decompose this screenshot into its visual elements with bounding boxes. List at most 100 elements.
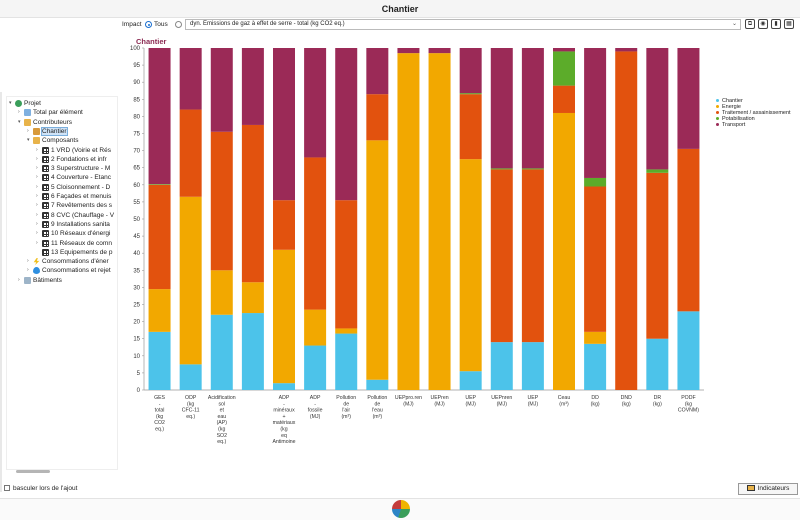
bar-segment-transport [179, 48, 202, 110]
impact-indicator-radio[interactable] [175, 21, 182, 28]
bar-segment-energie [210, 270, 233, 315]
tree-item[interactable]: › 11 Réseaux de comn [36, 239, 117, 248]
legend-label: Traitement / assainissement [722, 110, 791, 116]
tree-item-label: 5 Cloisonnement - D [51, 183, 111, 191]
bar-segment-transport [428, 48, 451, 54]
tree-item[interactable]: › 4 Couverture - Etanc [36, 173, 117, 182]
bar-segment-energie [273, 249, 295, 384]
tree-item[interactable]: ▾ Contributeurs [18, 118, 117, 127]
expand-arrow-icon[interactable]: › [36, 211, 38, 218]
copy-icon[interactable]: ⧉ [745, 19, 755, 29]
tree-item[interactable]: › 6 Façades et menuis [36, 192, 117, 201]
x-tick-label: - [159, 401, 161, 407]
grid-icon [42, 211, 49, 219]
bar-segment-chantier [304, 345, 327, 390]
x-tick-label: l'eau [372, 408, 383, 414]
stacked-bar-chart: 0 5 10 15 20 25 30 35 40 45 50 55 60 65 70 75 80 85 90 95 10… [130, 46, 704, 444]
expand-arrow-icon[interactable]: › [36, 239, 38, 246]
bar-segment-transport [148, 48, 171, 185]
tree-item[interactable]: ▾ Composants [27, 136, 117, 145]
expand-arrow-icon[interactable]: › [36, 174, 38, 181]
x-tick-label: de [374, 401, 380, 407]
expand-arrow-icon[interactable]: › [27, 258, 29, 265]
toggle-on-add[interactable]: basculer lors de l'ajout [4, 485, 77, 493]
tree-item[interactable]: › Chantier [27, 126, 117, 136]
tree-item[interactable]: › Consommations d'éner [27, 257, 117, 266]
bar-segment-traitement-assainissement [459, 94, 482, 160]
expand-arrow-icon[interactable]: › [36, 220, 38, 227]
x-tick-label: (MJ) [403, 401, 414, 407]
expand-arrow-icon[interactable]: › [36, 146, 38, 153]
tree-item[interactable]: › 10 Réseaux d'énergi [36, 229, 117, 238]
camera-icon[interactable]: ◉ [758, 19, 768, 29]
tree-item[interactable]: › 2 Fondations et infr [36, 155, 117, 164]
tree-horizontal-scrollbar[interactable] [16, 470, 50, 473]
bar-segment-transport [397, 48, 420, 54]
expand-arrow-icon[interactable]: › [36, 202, 38, 209]
tree-item-label: 6 Façades et menuis [51, 193, 112, 200]
bar-segment-chantier [646, 338, 669, 390]
collapse-arrow-icon[interactable]: ▾ [27, 137, 30, 144]
bar-segment-potabilisation [521, 168, 544, 170]
x-tick-label: et [220, 408, 225, 414]
x-tick-label: - [283, 401, 285, 407]
tree-item[interactable]: 13 Equipements de p [36, 248, 117, 257]
pie-chart-icon[interactable] [392, 500, 410, 518]
expand-arrow-icon[interactable]: › [27, 267, 29, 274]
collapse-arrow-icon[interactable]: ▾ [18, 118, 21, 125]
bar-segment-transport [273, 48, 295, 201]
bar-segment-chantier [677, 311, 700, 390]
expand-arrow-icon[interactable]: › [36, 230, 38, 237]
tree-item[interactable]: › 8 CVC (Chauffage - V [36, 211, 117, 220]
tree-item[interactable]: › 5 Cloisonnement - D [36, 183, 117, 192]
expand-arrow-icon[interactable]: › [36, 165, 38, 172]
legend-swatch [716, 117, 719, 121]
toggle-on-add-checkbox[interactable] [4, 485, 10, 492]
x-tick-label: Ceau [558, 395, 571, 401]
expand-arrow-icon[interactable]: › [27, 127, 29, 134]
tree-item[interactable]: › Total par élément [18, 108, 117, 117]
expand-arrow-icon[interactable]: › [18, 276, 20, 283]
expand-arrow-icon[interactable]: › [36, 183, 38, 190]
tree-item[interactable]: ▾ Projet [9, 99, 117, 108]
indicators-button[interactable]: Indicateurs [738, 483, 798, 495]
x-tick-label: ADP [279, 395, 290, 401]
tree-item[interactable]: › 9 Installations sanita [36, 220, 117, 229]
expand-arrow-icon[interactable]: › [36, 155, 38, 162]
tree-item[interactable]: › 1 VRD (Voirie et Rés [36, 146, 117, 155]
tree-item[interactable]: › Consommations et rejet [27, 266, 117, 275]
splitter[interactable] [0, 92, 2, 492]
x-tick-label: PODF [681, 395, 695, 401]
expand-arrow-icon[interactable]: › [36, 193, 38, 199]
expand-arrow-icon[interactable]: › [18, 109, 20, 116]
bar-segment-potabilisation [459, 93, 482, 95]
impact-tous-radio[interactable] [145, 21, 152, 28]
tree-item-label: Chantier [41, 126, 68, 136]
bar-chart-icon[interactable]: ▮ [771, 19, 781, 29]
tree-item[interactable]: › 3 Superstructure - M [36, 164, 117, 173]
y-tick-label: 35 [133, 268, 140, 274]
x-tick-label: Antimoine [272, 439, 295, 444]
indicator-select[interactable]: dyn. Emissions de gaz à effet de serre -… [185, 19, 741, 30]
tree-item[interactable]: › 7 Revêtements des s [36, 201, 117, 210]
x-tick-label: eq [281, 433, 287, 439]
bar-segment-traitement-assainissement [366, 94, 389, 141]
project-tree: ▾ Projet › Total par élément ▾ Contributeurs ›… [6, 96, 118, 470]
tree-item[interactable]: › Bâtiments [18, 276, 117, 285]
legend-label: Potabilisation [722, 116, 755, 122]
grid-icon [42, 202, 49, 210]
y-tick-label: 100 [130, 46, 141, 52]
x-tick-label: DND [621, 395, 632, 401]
bar-segment-traitement-assainissement [490, 169, 513, 343]
collapse-arrow-icon[interactable]: ▾ [9, 100, 12, 106]
bar-segment-energie [304, 309, 327, 346]
legend-label: Transport [722, 122, 746, 128]
bar-segment-energie [428, 53, 451, 390]
x-tick-label: UEPpro.ren [395, 395, 422, 401]
y-tick-label: 5 [137, 371, 141, 377]
bar-segment-traitement-assainissement [335, 200, 358, 329]
tree-item-label: 4 Couverture - Etanc [51, 174, 111, 182]
table-icon[interactable]: ▦ [784, 19, 794, 29]
tree-item-label: Consommations et rejet [42, 267, 111, 275]
x-tick-label: (kg) [622, 401, 631, 407]
